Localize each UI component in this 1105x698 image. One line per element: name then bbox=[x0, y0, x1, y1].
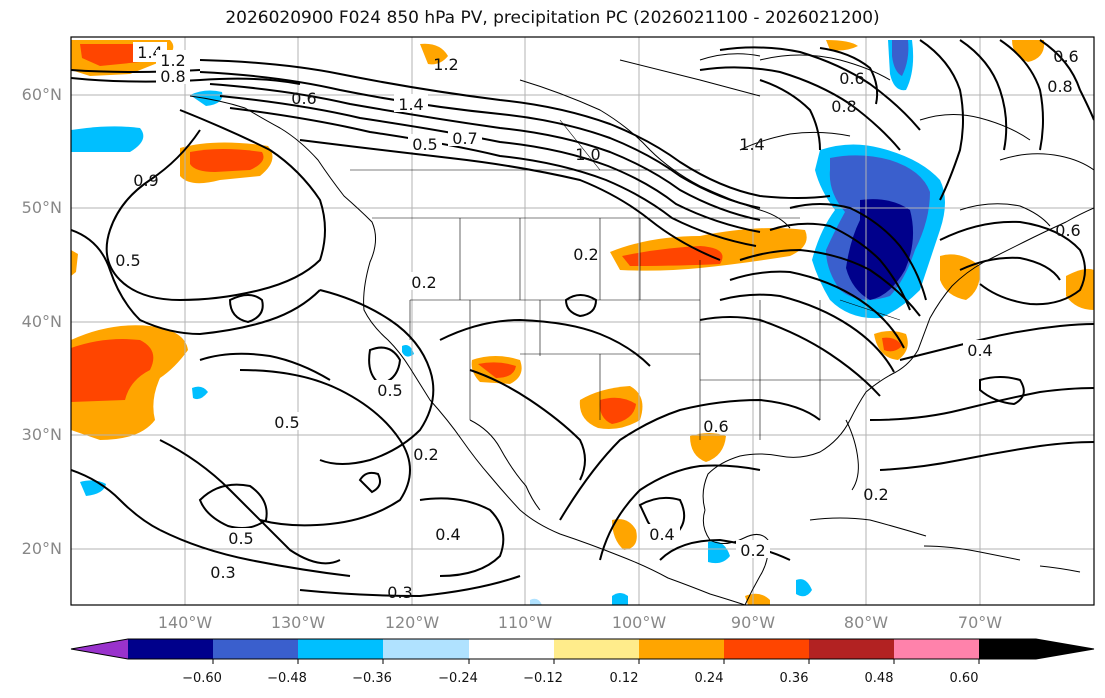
lat-label-20n: 20°N bbox=[22, 539, 62, 558]
contour-label: 0.6 bbox=[1055, 221, 1080, 240]
colorbar-extend-low bbox=[71, 639, 128, 659]
contour-label: 0.7 bbox=[452, 129, 477, 148]
colorbar-tick: −0.24 bbox=[438, 671, 478, 686]
colorbar-tick: 0.60 bbox=[950, 671, 979, 686]
contour-labels: 1.4 1.2 0.8 1.2 0.6 1.4 0.5 0.7 1.0 1.4 … bbox=[115, 42, 1081, 602]
lat-label-30n: 30°N bbox=[22, 425, 62, 444]
contour-label: 0.4 bbox=[649, 525, 674, 544]
contour-label: 0.8 bbox=[1047, 77, 1072, 96]
colorbar-tick: −0.48 bbox=[267, 671, 307, 686]
lon-label-70w: 70°W bbox=[958, 613, 1002, 632]
map-frame bbox=[70, 36, 1095, 606]
lon-label-120w: 120°W bbox=[385, 613, 440, 632]
colorbar-segment bbox=[979, 639, 1036, 659]
coastlines bbox=[189, 53, 1094, 605]
map-background bbox=[71, 37, 1094, 605]
contour-label: 0.6 bbox=[291, 89, 316, 108]
colorbar-segment bbox=[724, 639, 809, 659]
contour-label: 1.2 bbox=[433, 55, 458, 74]
contour-label: 0.4 bbox=[967, 341, 992, 360]
contour-label: 0.3 bbox=[210, 563, 235, 582]
contour-label: 0.5 bbox=[377, 381, 402, 400]
lon-label-110w: 110°W bbox=[498, 613, 553, 632]
colorbar-extend-high bbox=[1036, 639, 1094, 659]
contour-label: 0.6 bbox=[1053, 47, 1078, 66]
lat-label-40n: 40°N bbox=[22, 312, 62, 331]
contour-label: 0.9 bbox=[133, 171, 158, 190]
contour-label: 0.8 bbox=[831, 97, 856, 116]
contour-label: 0.6 bbox=[839, 69, 864, 88]
colorbar-tick: −0.60 bbox=[182, 671, 222, 686]
colorbar-tick: 0.12 bbox=[610, 671, 639, 686]
contour-label: 1.2 bbox=[160, 51, 185, 70]
contour-label: 0.5 bbox=[228, 529, 253, 548]
contour-label: 0.2 bbox=[863, 485, 888, 504]
colorbar-segment bbox=[128, 639, 213, 659]
lat-label-50n: 50°N bbox=[22, 198, 62, 217]
longitude-labels: 140°W 130°W 120°W 110°W 100°W 90°W 80°W … bbox=[158, 613, 1002, 632]
colorbar-tick: 0.24 bbox=[695, 671, 724, 686]
contour-label: 0.2 bbox=[411, 273, 436, 292]
lon-label-90w: 90°W bbox=[731, 613, 775, 632]
contour-label: 1.4 bbox=[398, 95, 423, 114]
contour-label: 0.4 bbox=[435, 525, 460, 544]
colorbar-tick: −0.36 bbox=[352, 671, 392, 686]
contour-label: 0.2 bbox=[740, 541, 765, 560]
colorbar-segment bbox=[298, 639, 383, 659]
contour-label: 0.6 bbox=[703, 417, 728, 436]
colorbar-segment bbox=[894, 639, 979, 659]
colorbar-segment bbox=[554, 639, 639, 659]
colorbar-tick: 0.48 bbox=[865, 671, 894, 686]
contour-label: 1.4 bbox=[739, 135, 764, 154]
latitude-labels: 60°N 50°N 40°N 30°N 20°N bbox=[22, 85, 62, 558]
colorbar-segment bbox=[383, 639, 469, 659]
colorbar: −0.60 −0.48 −0.36 −0.24 −0.12 0.12 0.24 … bbox=[70, 638, 1095, 686]
contour-label: 0.8 bbox=[160, 67, 185, 86]
contour-label: 0.5 bbox=[274, 413, 299, 432]
lon-label-80w: 80°W bbox=[844, 613, 888, 632]
colorbar-segment bbox=[809, 639, 894, 659]
contour-label: 0.5 bbox=[412, 135, 437, 154]
contour-label: 0.2 bbox=[573, 245, 598, 264]
colorbar-segment bbox=[213, 639, 298, 659]
contour-label: 0.3 bbox=[387, 583, 412, 602]
colorbar-segment bbox=[469, 639, 554, 659]
colorbar-outline bbox=[70, 638, 1095, 660]
contour-label: 1.0 bbox=[575, 145, 600, 164]
lon-label-130w: 130°W bbox=[271, 613, 326, 632]
state-borders bbox=[350, 119, 901, 440]
lon-label-100w: 100°W bbox=[612, 613, 667, 632]
colorbar-segment bbox=[639, 639, 724, 659]
contour-label: 0.2 bbox=[413, 445, 438, 464]
lon-label-140w: 140°W bbox=[158, 613, 213, 632]
contour-label: 0.5 bbox=[115, 251, 140, 270]
colorbar-tick: −0.12 bbox=[523, 671, 563, 686]
graticule bbox=[71, 37, 1094, 605]
lat-label-60n: 60°N bbox=[22, 85, 62, 104]
map-title: 2026020900 F024 850 hPa PV, precipitatio… bbox=[225, 8, 880, 28]
pv-contours bbox=[71, 39, 1094, 598]
colorbar-tick: 0.36 bbox=[780, 671, 809, 686]
